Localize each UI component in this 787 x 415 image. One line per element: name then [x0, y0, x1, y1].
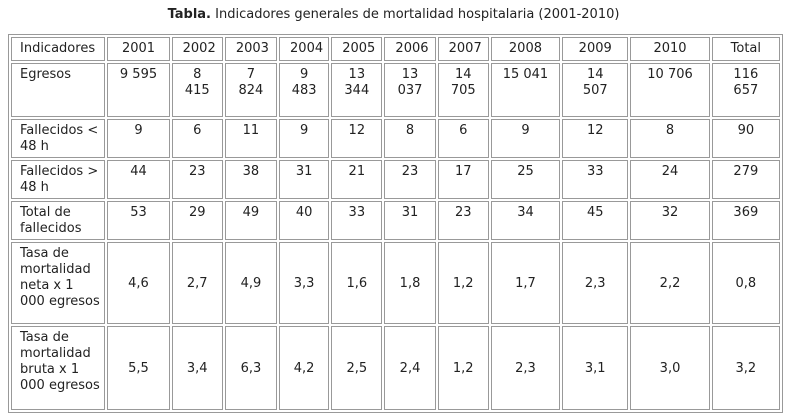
table-row: Egresos 9 595 8 415 7 824 9 483 13 344 13 037 1…	[11, 63, 780, 117]
table-cell: 2,5	[331, 326, 383, 410]
table-cell: 9	[279, 119, 330, 158]
table-cell: 53	[107, 201, 170, 240]
header-cell: 2002	[171, 37, 223, 61]
table-cell: 13 037	[384, 63, 436, 117]
table-cell: 38	[224, 160, 278, 199]
table-cell: 31	[279, 160, 330, 199]
caption-label: Tabla.	[167, 7, 211, 22]
header-cell: 2004	[279, 37, 330, 61]
table-cell: 11	[224, 119, 278, 158]
table-cell: 13 344	[331, 63, 383, 117]
row-label: Fallecidos > 48 h	[11, 160, 106, 199]
table-cell: 4,6	[107, 242, 170, 324]
table-cell: 44	[107, 160, 170, 199]
table-row: Fallecidos > 48 h 44 23 38 31 21 23 17 25 33 24 279	[11, 160, 780, 199]
table-cell: 1,7	[490, 242, 561, 324]
table-cell: 9 595	[107, 63, 170, 117]
table-cell: 49	[224, 201, 278, 240]
table-cell: 33	[331, 201, 383, 240]
table-cell: 0,8	[711, 242, 780, 324]
table-cell: 12	[331, 119, 383, 158]
table-cell: 17	[437, 160, 489, 199]
header-cell: Indicadores	[11, 37, 106, 61]
header-cell: 2008	[490, 37, 561, 61]
table-cell: 6,3	[224, 326, 278, 410]
table-cell: 23	[384, 160, 436, 199]
caption-text: Indicadores generales de mortalidad hosp…	[215, 7, 620, 22]
table-cell: 10 706	[630, 63, 710, 117]
table-cell: 32	[630, 201, 710, 240]
table-cell: 90	[711, 119, 780, 158]
table-cell: 1,2	[437, 242, 489, 324]
header-cell: 2010	[630, 37, 710, 61]
header-cell: 2006	[384, 37, 436, 61]
header-cell: Total	[711, 37, 780, 61]
table-cell: 7 824	[224, 63, 278, 117]
row-label: Fallecidos < 48 h	[11, 119, 106, 158]
data-table: Indicadores 2001 2002 2003 2004 2005 2006 2007 2…	[8, 34, 783, 413]
row-label: Tasa de mortalidad neta x 1 000 egresos	[11, 242, 106, 324]
table-cell: 29	[171, 201, 223, 240]
header-cell: 2003	[224, 37, 278, 61]
table-cell: 4,9	[224, 242, 278, 324]
table-cell: 3,2	[711, 326, 780, 410]
table-cell: 9	[107, 119, 170, 158]
table-cell: 2,2	[630, 242, 710, 324]
table-cell: 23	[437, 201, 489, 240]
table-cell: 8	[630, 119, 710, 158]
table-cell: 14 705	[437, 63, 489, 117]
header-cell: 2009	[562, 37, 629, 61]
table-row: Tasa de mortalidad neta x 1 000 egresos 4…	[11, 242, 780, 324]
table-cell: 3,1	[562, 326, 629, 410]
table-cell: 2,7	[171, 242, 223, 324]
table-cell: 40	[279, 201, 330, 240]
table-caption: Tabla. Indicadores generales de mortalid…	[0, 7, 787, 22]
table-cell: 31	[384, 201, 436, 240]
table-cell: 116 657	[711, 63, 780, 117]
table-cell: 3,3	[279, 242, 330, 324]
table-cell: 1,6	[331, 242, 383, 324]
row-label: Egresos	[11, 63, 106, 117]
table-cell: 8	[384, 119, 436, 158]
table-cell: 45	[562, 201, 629, 240]
table-cell: 9	[490, 119, 561, 158]
table-cell: 15 041	[490, 63, 561, 117]
table-cell: 2,3	[490, 326, 561, 410]
table-cell: 279	[711, 160, 780, 199]
table-cell: 14 507	[562, 63, 629, 117]
header-row: Indicadores 2001 2002 2003 2004 2005 2006 2007 2…	[11, 37, 780, 61]
table-cell: 33	[562, 160, 629, 199]
table-cell: 25	[490, 160, 561, 199]
table-cell: 3,0	[630, 326, 710, 410]
table-cell: 12	[562, 119, 629, 158]
table-cell: 6	[437, 119, 489, 158]
table-cell: 4,2	[279, 326, 330, 410]
table-cell: 1,2	[437, 326, 489, 410]
table-cell: 34	[490, 201, 561, 240]
row-label: Total de fallecidos	[11, 201, 106, 240]
table-cell: 2,3	[562, 242, 629, 324]
table-row: Fallecidos < 48 h 9 6 11 9 12 8 6 9 12 8 90	[11, 119, 780, 158]
header-cell: 2005	[331, 37, 383, 61]
row-label: Tasa de mortalidad bruta x 1 000 egresos	[11, 326, 106, 410]
table-cell: 3,4	[171, 326, 223, 410]
table-cell: 1,8	[384, 242, 436, 324]
table-row: Total de fallecidos 53 29 49 40 33 31 23 34 45 32 3…	[11, 201, 780, 240]
table-cell: 6	[171, 119, 223, 158]
table-cell: 5,5	[107, 326, 170, 410]
table-cell: 2,4	[384, 326, 436, 410]
header-cell: 2007	[437, 37, 489, 61]
table-cell: 21	[331, 160, 383, 199]
header-cell: 2001	[107, 37, 170, 61]
table-cell: 9 483	[279, 63, 330, 117]
table-cell: 24	[630, 160, 710, 199]
table-row: Tasa de mortalidad bruta x 1 000 egresos…	[11, 326, 780, 410]
table-cell: 369	[711, 201, 780, 240]
table-cell: 23	[171, 160, 223, 199]
table-cell: 8 415	[171, 63, 223, 117]
